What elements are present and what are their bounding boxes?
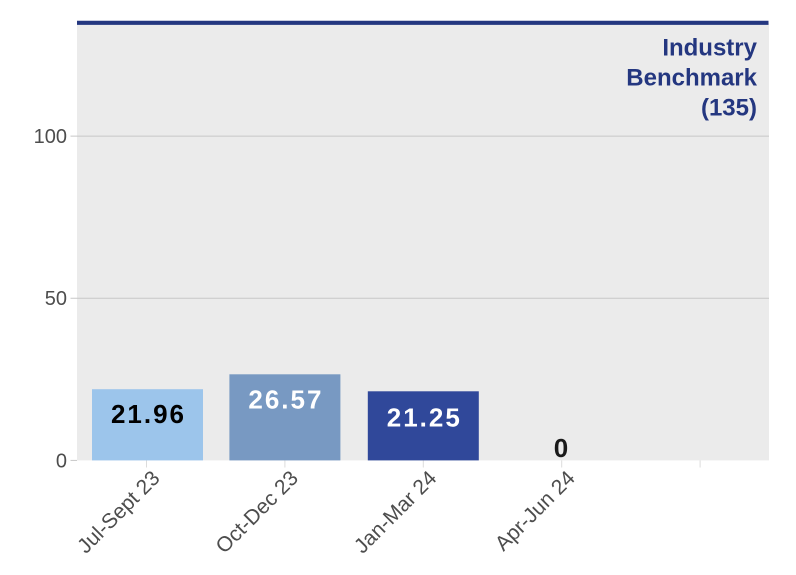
svg-text:Jul-Sept 23: Jul-Sept 23	[73, 467, 164, 558]
svg-text:26.57: 26.57	[248, 384, 323, 414]
svg-text:Industry: Industry	[662, 34, 757, 61]
svg-text:Jan-Mar 24: Jan-Mar 24	[350, 466, 442, 558]
svg-text:21.96: 21.96	[111, 399, 186, 429]
svg-text:(135): (135)	[701, 94, 757, 121]
svg-text:0: 0	[56, 450, 67, 472]
svg-text:0: 0	[554, 433, 568, 463]
svg-text:50: 50	[45, 288, 67, 310]
svg-text:Apr-Jun 24: Apr-Jun 24	[491, 466, 580, 555]
svg-text:100: 100	[34, 126, 67, 148]
svg-text:Oct-Dec 23: Oct-Dec 23	[212, 467, 303, 558]
svg-text:Benchmark: Benchmark	[626, 64, 757, 91]
svg-text:21.25: 21.25	[387, 402, 462, 432]
